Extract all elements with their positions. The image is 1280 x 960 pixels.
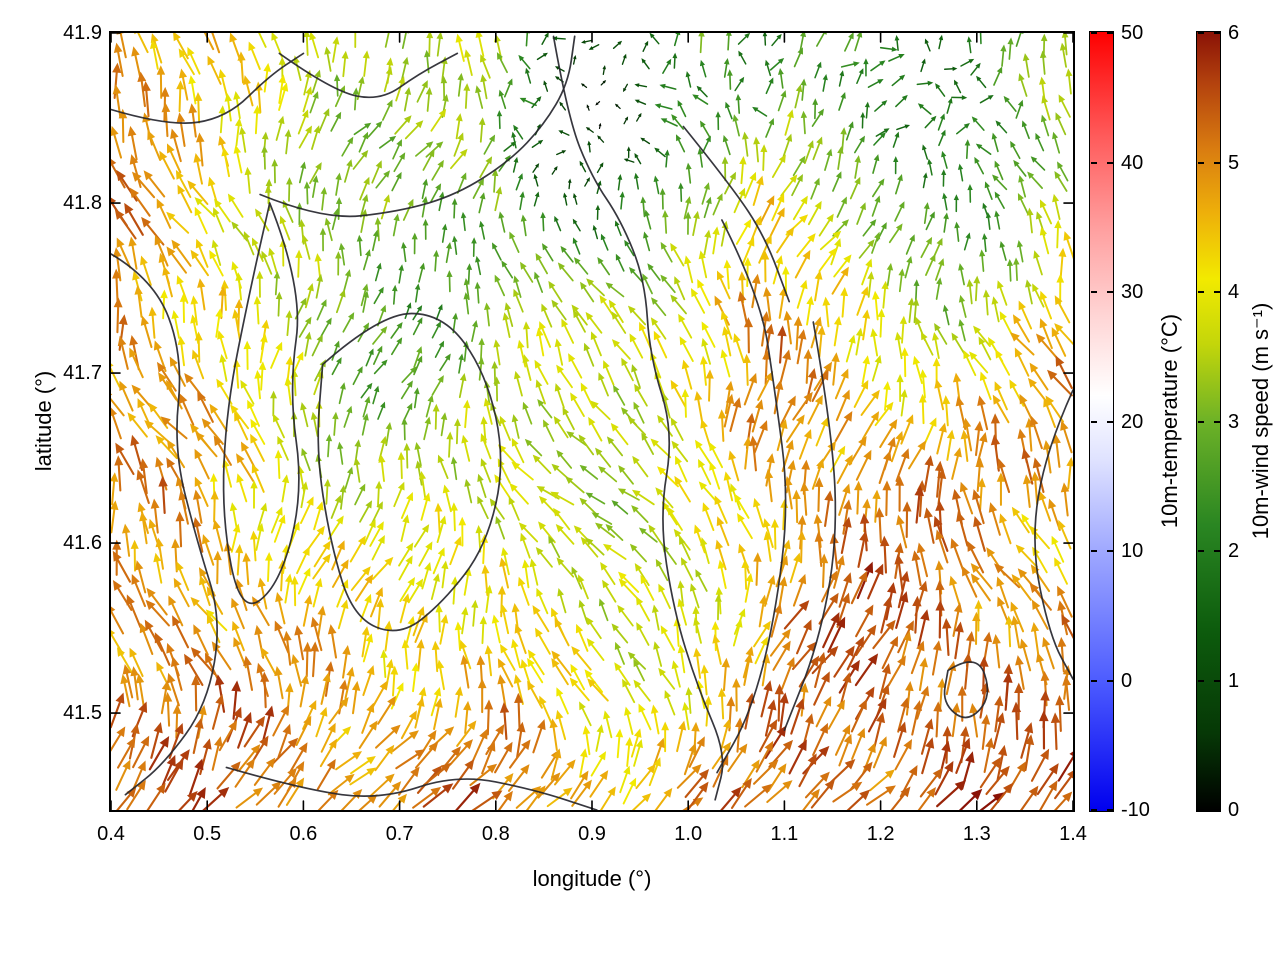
colorbar-tick-label: 20 <box>1121 410 1144 433</box>
y-tick-label: 41.9 <box>63 22 102 44</box>
colorbar-tick-mark <box>1197 679 1204 682</box>
colorbar-tick-label: 2 <box>1228 540 1240 562</box>
x-tick-label: 0.4 <box>97 823 125 845</box>
plot-area <box>109 31 1075 812</box>
colorbar-tick-mark <box>1090 550 1097 552</box>
x-tick-label: 1.1 <box>770 823 799 845</box>
colorbar-tick-mark <box>1213 550 1220 552</box>
colorbar-tick-label: 6 <box>1228 22 1240 44</box>
colorbar-tick-mark <box>1106 32 1113 34</box>
x-tick-label: 0.7 <box>385 823 414 845</box>
colorbar-tick-mark <box>1213 809 1220 811</box>
colorbar-tick-mark <box>1197 420 1204 423</box>
colorbar-tick-mark <box>1197 809 1204 811</box>
colorbar-tick-mark <box>1106 291 1113 293</box>
colorbar-tick-mark <box>1106 550 1113 552</box>
colorbar-tick-label: 40 <box>1121 151 1144 174</box>
colorbar-tick-mark <box>1197 291 1204 293</box>
colorbar-tick-mark <box>1090 291 1097 293</box>
colorbar-tick-label: 5 <box>1228 151 1240 174</box>
colorbar-tick-mark <box>1090 679 1097 682</box>
x-tick-label: 0.5 <box>193 823 222 845</box>
colorbar-tick-mark <box>1090 161 1097 164</box>
colorbar-tick-mark <box>1213 679 1220 682</box>
colorbar-tick-label: 50 <box>1121 22 1144 44</box>
x-tick-label: 0.9 <box>578 823 606 845</box>
colorbar-tick-mark <box>1106 809 1113 811</box>
x-tick-label: 0.8 <box>481 823 510 845</box>
x-tick-label: 1.3 <box>962 823 991 845</box>
y-tick-label: 41.7 <box>63 362 102 385</box>
colorbar-tick-mark <box>1090 809 1097 811</box>
y-tick-label: 41.5 <box>63 702 102 725</box>
colorbar-tick-label: 30 <box>1121 281 1144 303</box>
x-tick-label: 1.4 <box>1059 823 1087 845</box>
y-axis-label: latitude (°) <box>31 370 56 472</box>
colorbar-tick-mark <box>1197 550 1204 552</box>
colorbar-tick-mark <box>1106 161 1113 164</box>
colorbar-tick-label: 4 <box>1228 281 1240 303</box>
colorbar-tick-mark <box>1213 32 1220 34</box>
wind-speed-colorbar-label: 10m-wind speed (m s⁻¹) <box>1248 302 1273 540</box>
colorbar-tick-mark <box>1090 32 1097 34</box>
colorbar-tick-mark <box>1213 420 1220 423</box>
y-tick-label: 41.8 <box>63 192 102 215</box>
colorbar-tick-label: 3 <box>1228 410 1240 433</box>
temperature-colorbar-label: 10m-temperature (°C) <box>1157 313 1182 529</box>
colorbar-tick-mark <box>1106 679 1113 682</box>
x-axis-label: longitude (°) <box>532 866 652 891</box>
colorbar-tick-label: 10 <box>1121 540 1144 562</box>
x-tick-label: 1.0 <box>674 823 703 845</box>
x-tick-label: 0.6 <box>289 823 318 845</box>
colorbar-tick-label: -10 <box>1121 799 1150 821</box>
vector-field-canvas <box>111 33 1073 810</box>
colorbar-tick-mark <box>1197 161 1204 164</box>
colorbar-tick-mark <box>1090 420 1097 423</box>
colorbar-tick-mark <box>1213 161 1220 164</box>
colorbar-tick-label: 1 <box>1228 669 1240 692</box>
colorbar-tick-label: 0 <box>1228 799 1240 821</box>
colorbar-tick-mark <box>1213 291 1220 293</box>
y-tick-label: 41.6 <box>63 532 102 555</box>
colorbar-tick-mark <box>1197 32 1204 34</box>
colorbar-tick-label: 0 <box>1121 669 1133 692</box>
colorbar-tick-mark <box>1106 420 1113 423</box>
x-tick-label: 1.2 <box>866 823 895 845</box>
